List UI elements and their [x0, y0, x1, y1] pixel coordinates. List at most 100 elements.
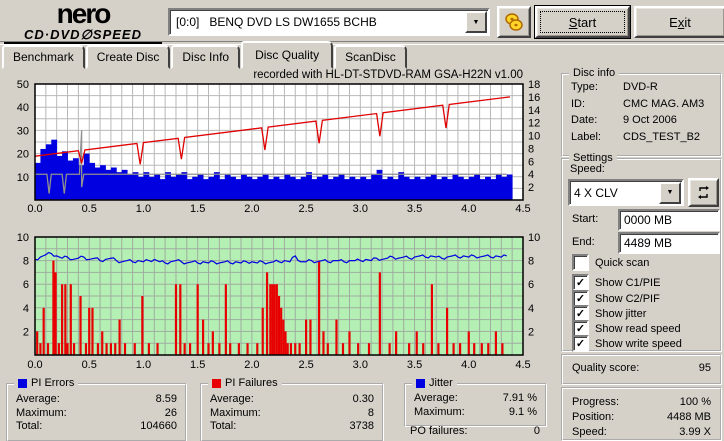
disc-info-groupbox: Disc info Type: DVD-R ID: CMC MAG. AM3 Dat… — [561, 67, 722, 157]
show-read-speed-label: Show read speed — [595, 322, 681, 335]
end-position-field[interactable]: 4489 MB — [618, 232, 720, 254]
po-failures-row: PO failures: 0 — [410, 425, 540, 437]
chevron-down-icon: ▼ — [472, 18, 480, 26]
svg-text:10: 10 — [528, 131, 540, 143]
svg-text:10: 10 — [17, 172, 29, 184]
position-row: Position: 4488 MB — [572, 411, 711, 423]
pi-errors-swatch-icon — [18, 378, 27, 388]
start-position-field[interactable]: 0000 MB — [618, 209, 720, 231]
focus-rect — [540, 11, 625, 33]
show-jitter-label: Show jitter — [595, 307, 647, 320]
svg-text:10: 10 — [528, 232, 540, 244]
svg-text:1.5: 1.5 — [190, 359, 205, 371]
svg-text:4: 4 — [23, 303, 29, 315]
show-c1-pie-option[interactable]: ✓ Show C1/PIE — [572, 274, 660, 291]
disc-label-value: CDS_TEST_B2 — [623, 130, 701, 143]
svg-text:16: 16 — [528, 92, 540, 104]
pi-errors-average: 8.59 — [155, 393, 177, 405]
speed-select[interactable]: 4 X CLV ▼ — [568, 179, 684, 206]
svg-text:20: 20 — [17, 149, 29, 161]
svg-text:18: 18 — [528, 79, 540, 91]
tab-scandisc[interactable]: ScanDisc — [334, 45, 407, 69]
svg-text:10: 10 — [17, 232, 29, 244]
tab-create-disc[interactable]: Create Disc — [85, 45, 171, 69]
svg-text:1.0: 1.0 — [136, 203, 151, 215]
disc-info-title: Disc info — [569, 67, 620, 79]
svg-text:4.5: 4.5 — [515, 203, 530, 215]
position-value: 4488 MB — [666, 411, 711, 423]
logo-text-top: nero — [56, 0, 112, 29]
options-button[interactable] — [497, 6, 531, 38]
show-c1-pie-checkbox[interactable]: ✓ — [572, 274, 589, 291]
start-position-label: Start: — [572, 213, 599, 225]
svg-text:8: 8 — [528, 143, 534, 155]
jitter-swatch-icon — [416, 378, 425, 388]
show-read-speed-option[interactable]: ✓ Show read speed — [572, 320, 681, 337]
tab-benchmark[interactable]: Benchmark — [2, 45, 85, 69]
svg-text:4: 4 — [528, 169, 534, 181]
svg-text:2: 2 — [528, 182, 534, 194]
drive-select-value: [0:0] BENQ DVD LS DW1655 BCHB — [176, 15, 377, 29]
speed-select-dropdown-button[interactable]: ▼ — [659, 181, 681, 204]
scan-speed-row: Speed: 3.99 X — [572, 426, 711, 438]
disc-date-value: 9 Oct 2006 — [623, 114, 677, 126]
stat-row: Maximum: 26 — [16, 406, 177, 419]
svg-text:8: 8 — [528, 256, 534, 268]
svg-text:50: 50 — [17, 79, 29, 91]
show-c2-pif-option[interactable]: ✓ Show C2/PIF — [572, 290, 660, 307]
svg-text:6: 6 — [528, 156, 534, 168]
svg-text:30: 30 — [17, 125, 29, 137]
svg-text:14: 14 — [528, 105, 540, 117]
svg-text:4.5: 4.5 — [515, 359, 530, 371]
refresh-icon — [698, 186, 709, 199]
stat-row: Average: 7.91 % — [414, 392, 537, 404]
svg-text:3.5: 3.5 — [407, 359, 422, 371]
quick-scan-option[interactable]: Quick scan — [572, 254, 649, 271]
exit-button[interactable]: Exit — [634, 6, 724, 38]
refresh-speeds-button[interactable] — [688, 178, 719, 207]
pi-failures-maximum: 8 — [367, 406, 374, 419]
disc-id-row: ID: CMC MAG. AM3 — [563, 96, 720, 113]
pi-errors-total: 104660 — [140, 420, 177, 432]
show-c1-pie-label: Show C1/PIE — [595, 276, 661, 289]
svg-text:2.5: 2.5 — [298, 359, 313, 371]
nero-logo: nero CD·DVD∅SPEED — [4, 0, 162, 44]
pi-failures-average: 0.30 — [352, 393, 374, 405]
drive-select-dropdown-button[interactable]: ▼ — [465, 11, 487, 33]
tab-disc-info[interactable]: Disc Info — [171, 45, 241, 69]
pi-failures-groupbox: PI Failures Average: 0.30 Maximum: 8 Total… — [200, 377, 384, 441]
tab-bar: Benchmark Create Disc Disc Info Disc Qua… — [2, 41, 408, 69]
show-write-speed-checkbox[interactable]: ✓ — [572, 335, 589, 352]
show-write-speed-option[interactable]: ✓ Show write speed — [572, 335, 682, 352]
tab-disc-quality[interactable]: Disc Quality — [241, 41, 334, 69]
svg-text:3.0: 3.0 — [353, 359, 368, 371]
start-button[interactable]: Start — [534, 5, 631, 39]
jitter-groupbox: Jitter Average: 7.91 % Maximum: 9.1 % — [404, 377, 547, 427]
progress-value: 100 % — [679, 396, 711, 408]
svg-text:6: 6 — [528, 279, 534, 291]
svg-text:2.5: 2.5 — [298, 203, 313, 215]
progress-box: Progress: 100 % Position: 4488 MB Speed: 3.… — [561, 387, 722, 441]
progress-row: Progress: 100 % — [572, 396, 711, 408]
toolbar-separator — [0, 41, 724, 45]
drive-select[interactable]: [0:0] BENQ DVD LS DW1655 BCHB ▼ — [168, 8, 490, 36]
pi-errors-maximum: 26 — [164, 406, 177, 419]
disc-type-row: Type: DVD-R — [563, 79, 720, 96]
svg-text:recorded with HL-DT-STDVD-RAM: recorded with HL-DT-STDVD-RAM GSA-H22N v… — [253, 69, 523, 81]
svg-text:1.0: 1.0 — [136, 359, 151, 371]
stat-row: Maximum: 8 — [210, 406, 374, 419]
svg-text:12: 12 — [528, 118, 540, 130]
pi-errors-group-title: PI Errors — [14, 377, 79, 389]
show-write-speed-label: Show write speed — [595, 337, 682, 350]
stat-row: Average: 0.30 — [210, 393, 374, 405]
pi-failures-total: 3738 — [349, 420, 374, 432]
po-failures-value: 0 — [533, 425, 540, 437]
svg-text:0.5: 0.5 — [82, 203, 97, 215]
svg-text:3.0: 3.0 — [353, 203, 368, 215]
settings-title: Settings — [569, 152, 617, 164]
pi-failures-group-title: PI Failures — [208, 377, 282, 389]
svg-text:4: 4 — [528, 303, 534, 315]
svg-text:2: 2 — [528, 326, 534, 338]
quick-scan-checkbox[interactable] — [572, 254, 589, 271]
